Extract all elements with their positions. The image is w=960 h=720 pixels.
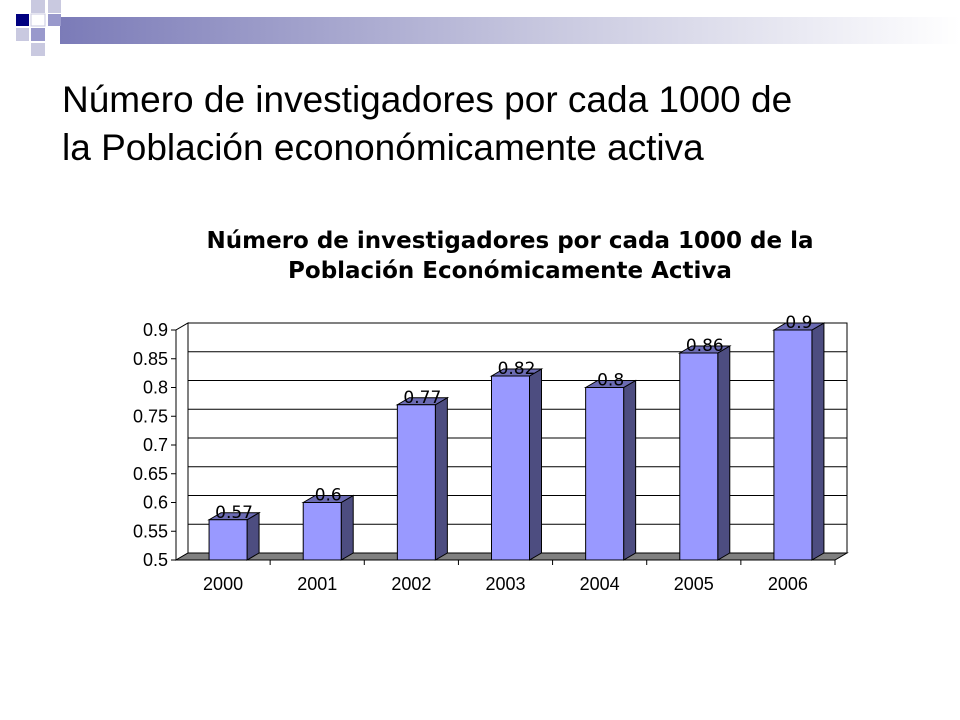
y-tick-label: 0.75 xyxy=(133,406,168,426)
y-tick-label: 0.55 xyxy=(133,521,168,541)
x-tick-label: 2002 xyxy=(391,574,431,594)
y-tick-label: 0.6 xyxy=(143,493,168,513)
x-tick-label: 2004 xyxy=(580,574,620,594)
x-tick-label: 2005 xyxy=(674,574,714,594)
x-tick-label: 2003 xyxy=(485,574,525,594)
bar-side-2003 xyxy=(529,368,542,561)
x-tick-label: 2001 xyxy=(297,574,337,594)
bar-2004 xyxy=(585,387,625,561)
chart-title: Número de investigadores por cada 1000 d… xyxy=(130,226,890,286)
data-label-2006: 0.9 xyxy=(785,313,812,333)
data-label-2002: 0.77 xyxy=(403,388,441,408)
bar-side-2006 xyxy=(811,322,825,561)
bar-side-2002 xyxy=(434,396,448,561)
deco-square-light xyxy=(16,28,29,41)
chart-title-line-2: Población Económicamente Activa xyxy=(288,258,732,284)
chart-title-line-1: Número de investigadores por cada 1000 d… xyxy=(206,228,814,254)
data-label-2001: 0.6 xyxy=(315,486,342,506)
deco-square-light xyxy=(31,0,45,13)
deco-square-light xyxy=(48,0,61,13)
bar-2003 xyxy=(491,375,530,561)
slide-title-line-1: Número de investigadores por cada 1000 d… xyxy=(62,79,793,120)
slide-title-line-2: la Población econonómicamente activa xyxy=(62,127,704,168)
y-tick-label: 0.85 xyxy=(133,349,168,369)
y-tick-label: 0.8 xyxy=(143,378,168,398)
x-tick-label: 2000 xyxy=(203,574,243,594)
deco-square-dark xyxy=(16,14,29,26)
deco-square-light xyxy=(31,28,45,41)
bar-2005 xyxy=(679,352,719,561)
bar-2001 xyxy=(302,502,342,561)
x-tick-label: 2006 xyxy=(768,574,808,594)
bar-side-2004 xyxy=(623,379,637,561)
y-tick-label: 0.7 xyxy=(143,435,168,455)
deco-square-light xyxy=(48,14,61,26)
slide-title: Número de investigadores por cada 1000 d… xyxy=(62,76,942,172)
data-label-2004: 0.8 xyxy=(597,371,624,391)
y-tick-label: 0.9 xyxy=(143,320,168,340)
data-label-2000: 0.57 xyxy=(215,503,253,523)
bar-2006 xyxy=(773,329,813,561)
bar-side-2001 xyxy=(340,494,354,561)
bar-side-2005 xyxy=(717,345,731,561)
deco-square-light xyxy=(30,13,46,27)
header-gradient-bar xyxy=(60,17,960,44)
bar-2002 xyxy=(396,404,436,561)
data-label-2003: 0.82 xyxy=(498,359,536,379)
y-tick-label: 0.65 xyxy=(133,464,168,484)
y-tick-label: 0.5 xyxy=(143,550,168,570)
deco-square-light xyxy=(31,43,45,56)
header-decoration xyxy=(16,0,960,56)
plot-side-wall xyxy=(175,322,189,561)
bar-2000 xyxy=(208,519,248,561)
data-label-2005: 0.86 xyxy=(686,336,724,356)
